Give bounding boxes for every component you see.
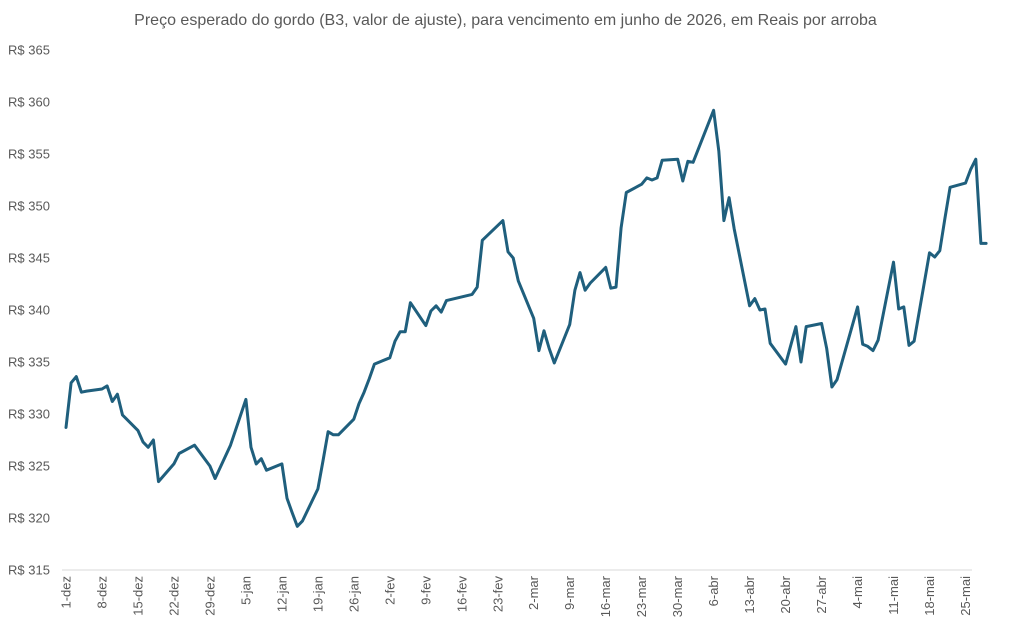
y-tick-label: R$ 365: [8, 43, 50, 58]
x-axis-ticks: 1-dez 8-dez 15-dez 22-dez 29-dez 5-jan 12-jan 1…: [59, 575, 974, 617]
x-tick-label: 30-mar: [670, 575, 685, 617]
y-tick-label: R$ 320: [8, 511, 50, 526]
x-tick-label: 13-abr: [742, 575, 757, 613]
x-tick-label: 2-fev: [382, 576, 397, 605]
y-tick-label: R$ 330: [8, 407, 50, 422]
x-tick-label: 26-jan: [346, 576, 361, 612]
y-tick-label: R$ 340: [8, 303, 50, 318]
x-tick-label: 25-mai: [958, 576, 973, 616]
x-tick-label: 29-dez: [202, 576, 217, 616]
x-tick-label: 15-dez: [130, 576, 145, 616]
x-tick-label: 8-dez: [94, 576, 109, 609]
x-tick-label: 16-fev: [454, 576, 469, 613]
chart-title: Preço esperado do gordo (B3, valor de aj…: [134, 12, 877, 29]
x-tick-label: 11-mai: [886, 576, 901, 615]
x-tick-label: 4-mai: [850, 576, 865, 609]
y-tick-label: R$ 335: [8, 355, 50, 370]
y-axis-ticks: R$ 315 R$ 320 R$ 325 R$ 330 R$ 335 R$ 340 R$ 3…: [8, 43, 50, 578]
y-tick-label: R$ 315: [8, 563, 50, 578]
x-tick-label: 22-dez: [166, 576, 181, 616]
x-tick-label: 5-jan: [238, 576, 253, 605]
y-tick-label: R$ 325: [8, 459, 50, 474]
x-tick-label: 19-jan: [310, 576, 325, 612]
x-tick-label: 6-abr: [706, 575, 721, 606]
x-tick-label: 27-abr: [814, 575, 829, 613]
x-tick-label: 23-mar: [634, 575, 649, 617]
x-tick-label: 9-fev: [418, 576, 433, 605]
x-tick-label: 18-mai: [922, 576, 937, 616]
x-tick-label: 16-mar: [598, 575, 613, 617]
x-tick-label: 2-mar: [526, 575, 541, 610]
x-tick-label: 23-fev: [490, 576, 505, 613]
x-tick-label: 12-jan: [274, 576, 289, 612]
x-tick-label: 9-mar: [562, 575, 577, 610]
x-tick-label: 1-dez: [59, 576, 74, 609]
x-tick-label: 20-abr: [778, 575, 793, 613]
y-tick-label: R$ 355: [8, 147, 50, 162]
y-tick-label: R$ 360: [8, 95, 50, 110]
y-tick-label: R$ 345: [8, 251, 50, 266]
price-series-line: [64, 108, 988, 528]
y-tick-label: R$ 350: [8, 199, 50, 214]
